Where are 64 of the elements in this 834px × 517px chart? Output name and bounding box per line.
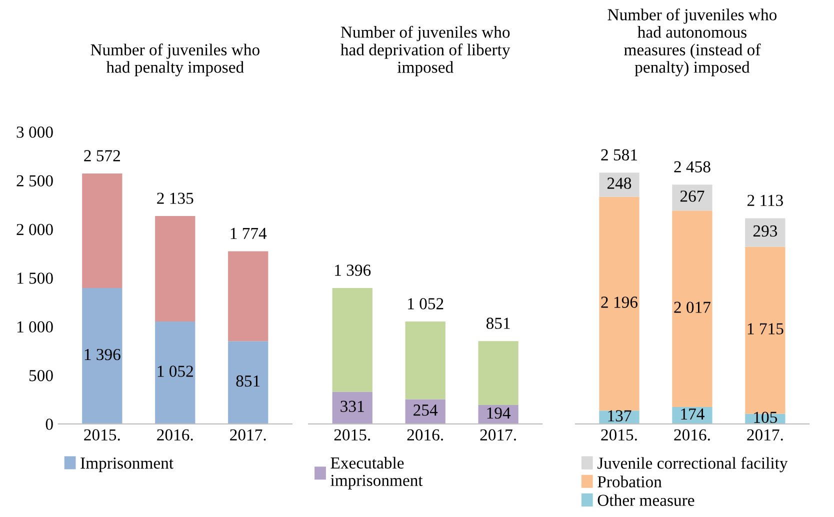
- legend-label: Other measure: [598, 494, 694, 506]
- chart-title: Number of juveniles who had penalty imposed: [90, 44, 260, 76]
- legend-label: Executable imprisonment: [330, 456, 423, 490]
- data-label: 851: [236, 375, 260, 387]
- legend-label: Imprisonment: [80, 458, 174, 472]
- bar: [332, 288, 372, 392]
- bar: [672, 210, 712, 407]
- y-tick-label: 2 500: [16, 175, 53, 186]
- total-label: 851: [486, 318, 510, 329]
- total-label: 2 135: [157, 192, 194, 204]
- x-tick-label: 2016.: [407, 429, 443, 441]
- y-tick-label: 0: [46, 418, 53, 430]
- total-label: 1 052: [408, 298, 444, 310]
- bar: [405, 322, 446, 400]
- chart-title: Number of juveniles who had deprivation of liberty imposed: [340, 26, 510, 76]
- x-tick-label: 2016.: [674, 429, 710, 441]
- x-tick-label: 2015.: [601, 429, 637, 441]
- bar: [82, 288, 122, 424]
- data-label: 293: [753, 225, 778, 237]
- total-label: 2 581: [601, 149, 637, 160]
- data-label: 248: [607, 178, 632, 189]
- data-label: 174: [681, 408, 704, 420]
- data-label: 2 196: [601, 296, 638, 308]
- total-label: 1 774: [230, 228, 267, 239]
- data-label: 1 052: [158, 366, 193, 377]
- bar: [155, 216, 196, 322]
- legend-label: Juvenile correctional facility: [597, 456, 788, 472]
- data-label: 105: [754, 412, 778, 423]
- bar: [672, 184, 712, 211]
- bar: [228, 251, 268, 342]
- total-label: 2 572: [84, 150, 120, 162]
- legend-label: Probation: [598, 476, 662, 488]
- bar: [599, 172, 640, 197]
- x-tick-label: 2017.: [480, 429, 516, 441]
- bar: [745, 218, 786, 247]
- y-tick-label: 3 000: [16, 126, 53, 138]
- bar: [228, 341, 268, 424]
- bar: [599, 196, 640, 411]
- x-tick-label: 2015.: [334, 429, 370, 441]
- bar: [478, 341, 518, 406]
- bar: [332, 392, 372, 424]
- y-tick-label: 500: [29, 370, 53, 382]
- x-tick-label: 2017.: [230, 429, 266, 441]
- data-label: 137: [608, 410, 632, 422]
- chart-title: Number of juveniles who had autonomous measures (instead of penalty) imposed: [608, 8, 777, 76]
- data-label: 267: [680, 190, 704, 202]
- data-label: 194: [487, 407, 511, 419]
- y-tick-label: 1 000: [17, 321, 53, 333]
- x-tick-label: 2017.: [747, 429, 783, 441]
- x-tick-label: 2016.: [157, 429, 193, 441]
- bar: [155, 322, 196, 424]
- x-tick-label: 2015.: [84, 429, 120, 441]
- data-label: 1 715: [748, 323, 784, 334]
- data-label: 2 017: [674, 302, 710, 313]
- bar: [82, 174, 122, 288]
- bar: [405, 399, 446, 424]
- data-label: 1 396: [84, 348, 120, 360]
- total-label: 2 458: [674, 161, 710, 172]
- total-label: 1 396: [335, 264, 371, 276]
- y-tick-label: 1 500: [17, 272, 53, 284]
- y-tick-label: 2 000: [16, 224, 53, 236]
- data-label: 254: [414, 404, 438, 416]
- total-label: 2 113: [747, 194, 783, 206]
- data-label: 331: [340, 400, 364, 412]
